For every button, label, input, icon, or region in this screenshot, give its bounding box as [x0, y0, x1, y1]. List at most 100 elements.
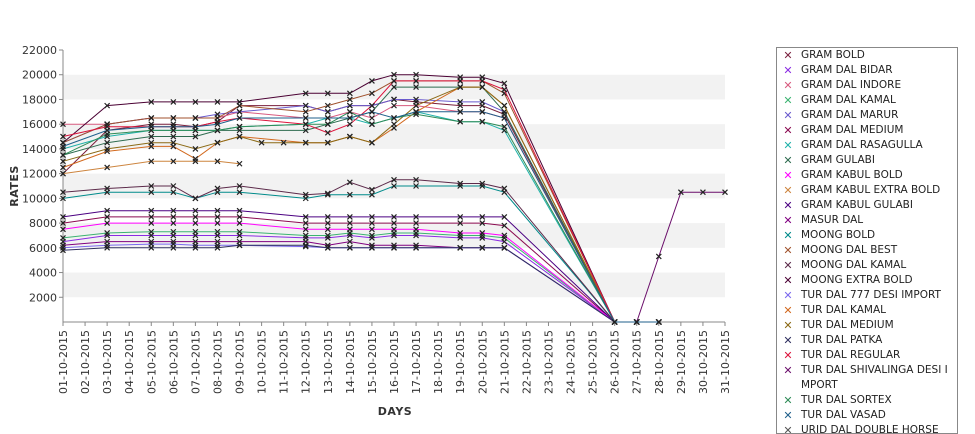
data-point — [302, 102, 309, 109]
data-point — [457, 77, 464, 84]
x-tick-label: 28-10-2015 — [653, 330, 666, 394]
data-point — [324, 102, 331, 109]
data-point — [413, 84, 419, 91]
x-tick-label: 25-10-2015 — [587, 330, 600, 394]
data-point — [104, 232, 111, 239]
data-point — [104, 230, 111, 236]
legend-label: GRAM GULABI — [801, 154, 875, 166]
data-point — [457, 84, 464, 91]
data-point — [60, 195, 66, 202]
data-point — [104, 127, 111, 134]
x-tick-label: 09-10-2015 — [234, 330, 247, 394]
data-point — [148, 139, 155, 146]
legend-item: ✕ GRAM KABUL GULABI — [777, 198, 957, 213]
data-point — [413, 176, 419, 183]
data-point — [104, 220, 111, 227]
data-point — [501, 222, 508, 229]
legend-marker: ✕ — [783, 79, 793, 92]
data-point — [346, 121, 353, 128]
data-point — [324, 244, 331, 251]
legend-marker: ✕ — [783, 169, 793, 182]
data-point — [457, 232, 464, 239]
data-point — [60, 170, 66, 177]
legend-label: GRAM DAL MEDIUM — [801, 124, 904, 136]
data-point — [346, 108, 353, 115]
data-point — [391, 232, 397, 239]
x-axis: 01-10-2015 02-10-2015 03-10-2015 04-10-2015… — [57, 321, 732, 394]
x-tick-label: 11-10-2015 — [278, 330, 291, 394]
x-tick-label: 06-10-2015 — [167, 330, 180, 394]
series-line — [62, 185, 659, 323]
data-point — [457, 99, 464, 105]
data-point — [170, 183, 177, 189]
data-point — [192, 133, 199, 140]
data-point — [148, 121, 155, 128]
legend-item: ✕ TUR DAL PATKA — [777, 333, 957, 348]
data-point — [501, 86, 508, 93]
legend-marker: ✕ — [783, 319, 793, 332]
data-point — [148, 244, 155, 251]
data-point — [148, 133, 155, 140]
legend-item: ✕ TUR DAL REGULAR — [777, 348, 957, 363]
data-point — [192, 155, 199, 162]
data-point — [369, 90, 375, 97]
data-point — [324, 121, 331, 128]
data-point — [479, 220, 486, 227]
x-tick-label: 07-10-2015 — [189, 330, 202, 394]
series-line — [614, 191, 725, 323]
legend-marker: ✕ — [783, 199, 793, 212]
data-point — [192, 242, 199, 249]
legend-item: ✕ GRAM BOLD — [777, 48, 957, 63]
data-point — [214, 228, 221, 235]
data-point — [192, 220, 199, 227]
data-point — [413, 77, 419, 84]
x-tick-label: 12-10-2015 — [300, 330, 313, 394]
data-point — [236, 133, 243, 140]
legend-marker: ✕ — [783, 124, 793, 137]
data-point — [413, 232, 419, 239]
data-point — [324, 235, 331, 241]
data-point — [60, 226, 66, 233]
x-tick-label: 17-10-2015 — [410, 330, 423, 394]
data-point — [369, 186, 375, 193]
data-point — [457, 108, 464, 115]
data-point — [369, 220, 375, 227]
data-point — [104, 102, 111, 109]
data-point — [479, 235, 486, 241]
data-point — [369, 191, 375, 198]
data-point — [148, 183, 155, 189]
x-tick-label: 27-10-2015 — [631, 330, 644, 394]
legend-label: MOONG DAL BEST — [801, 244, 898, 256]
data-point — [346, 96, 353, 103]
legend-label: TUR DAL VASAD — [801, 409, 886, 421]
data-point — [148, 228, 155, 235]
y-tick-label: 12000 — [22, 168, 57, 181]
legend-label: GRAM DAL MARUR — [801, 109, 899, 121]
series-line — [62, 179, 659, 323]
x-tick-label: 19-10-2015 — [454, 330, 467, 394]
legend-item: ✕ MOONG DAL KAMAL — [777, 258, 957, 273]
data-point — [324, 232, 331, 239]
data-point — [346, 244, 353, 251]
data-point — [148, 207, 155, 214]
data-point — [214, 99, 221, 105]
data-point — [148, 123, 155, 130]
data-point — [479, 213, 486, 220]
series-line — [62, 160, 240, 175]
data-point — [60, 235, 66, 241]
data-point — [391, 226, 397, 233]
y-tick-label: 16000 — [22, 118, 57, 131]
data-point — [170, 99, 177, 105]
data-point — [346, 115, 353, 121]
legend-item: ✕ GRAM DAL KAMAL — [777, 93, 957, 108]
data-point — [369, 244, 375, 251]
data-point — [369, 108, 375, 115]
data-point — [413, 108, 419, 115]
data-point — [170, 123, 177, 130]
data-point — [214, 244, 221, 251]
data-point — [236, 115, 243, 121]
legend-label: MASUR DAL — [801, 214, 864, 226]
y-tick-label: 8000 — [29, 217, 57, 230]
x-tick-label: 03-10-2015 — [101, 330, 114, 394]
data-point — [148, 220, 155, 227]
